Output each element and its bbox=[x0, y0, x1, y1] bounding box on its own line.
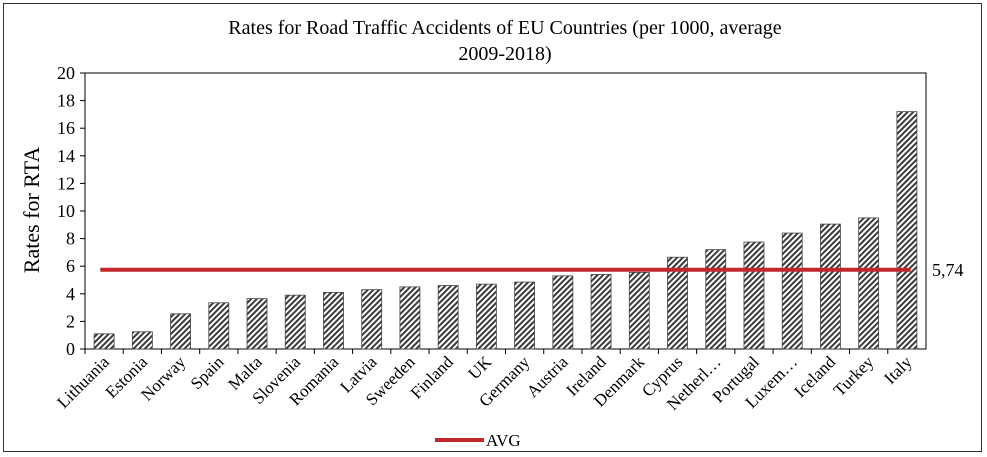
legend: AVG bbox=[435, 431, 521, 450]
bar bbox=[323, 292, 344, 350]
bar bbox=[246, 298, 268, 350]
x-tick-label: UK bbox=[464, 352, 495, 383]
bar bbox=[628, 272, 650, 350]
bar bbox=[399, 286, 421, 350]
bar bbox=[170, 313, 191, 350]
bar bbox=[858, 217, 880, 350]
bar bbox=[437, 285, 459, 350]
legend-avg-label: AVG bbox=[486, 431, 521, 450]
y-tick-label: 0 bbox=[66, 339, 75, 359]
x-tick-label: Austria bbox=[523, 352, 572, 401]
bar bbox=[93, 333, 115, 350]
bar bbox=[552, 275, 574, 350]
y-axis-label: Rates for RTA bbox=[19, 147, 44, 274]
bar bbox=[284, 294, 306, 350]
bar bbox=[514, 281, 536, 350]
chart-title-line-2: 2009-2018) bbox=[458, 43, 551, 65]
x-tick-label: Turkey bbox=[830, 352, 878, 400]
avg-value-label: 5,74 bbox=[932, 260, 964, 280]
bar bbox=[590, 274, 612, 350]
bar bbox=[743, 241, 765, 350]
x-tick-label: Lithuania bbox=[53, 352, 113, 412]
x-tick-label: Finland bbox=[407, 352, 458, 403]
y-tick-label: 10 bbox=[57, 201, 75, 221]
x-tick-label: Iceland bbox=[790, 352, 839, 401]
y-tick-label: 18 bbox=[57, 91, 75, 111]
y-tick-label: 12 bbox=[57, 173, 75, 193]
y-tick-label: 16 bbox=[57, 118, 75, 138]
y-tick-label: 2 bbox=[66, 311, 75, 331]
y-tick-label: 4 bbox=[66, 284, 75, 304]
chart-title-line-1: Rates for Road Traffic Accidents of EU C… bbox=[228, 17, 782, 39]
plot-area: 02468101214161820LithuaniaEstoniaNorwayS… bbox=[53, 63, 963, 414]
bar bbox=[781, 232, 803, 350]
y-tick-label: 20 bbox=[57, 63, 75, 83]
bar bbox=[475, 283, 497, 350]
x-tick-label: Spain bbox=[187, 352, 228, 393]
bar bbox=[820, 223, 841, 350]
y-tick-label: 6 bbox=[66, 256, 75, 276]
bar bbox=[131, 331, 153, 350]
x-tick-label: Italy bbox=[880, 352, 916, 388]
bar bbox=[896, 111, 918, 350]
bar bbox=[361, 289, 383, 350]
bar bbox=[667, 256, 688, 350]
bar bbox=[705, 249, 727, 350]
y-tick-label: 14 bbox=[57, 146, 75, 166]
bar bbox=[208, 302, 230, 350]
chart-frame bbox=[3, 3, 982, 452]
y-tick-label: 8 bbox=[66, 229, 75, 249]
